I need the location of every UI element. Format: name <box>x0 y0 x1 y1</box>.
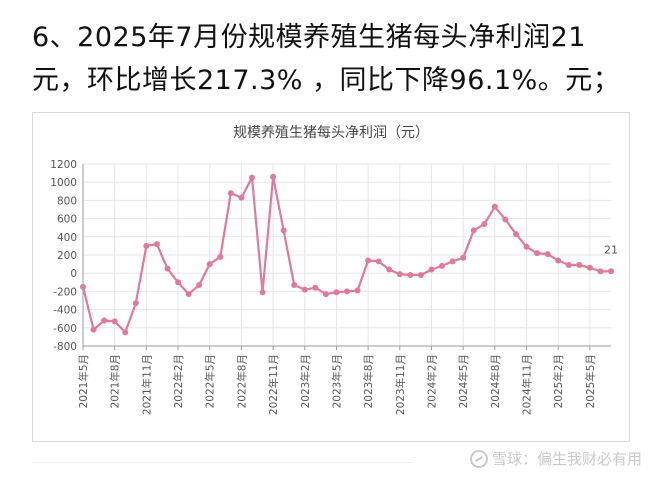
y-tick-label: -400 <box>53 305 77 317</box>
x-tick-label: 2024年2月 <box>425 354 438 408</box>
y-tick-label: -800 <box>53 341 77 353</box>
data-point <box>470 227 477 234</box>
y-tick-label: 600 <box>57 214 77 226</box>
watermark-text: 雪球：偏生我财必有用 <box>491 450 642 468</box>
data-point <box>322 291 329 298</box>
data-point <box>238 194 245 201</box>
data-point <box>175 279 182 286</box>
data-point <box>597 268 604 275</box>
data-point <box>164 265 171 272</box>
data-point <box>365 257 372 264</box>
data-point <box>111 318 118 325</box>
data-point <box>502 216 509 223</box>
data-point <box>344 288 350 295</box>
data-point <box>217 253 224 260</box>
chart-title: 规模养殖生猪每头净利润（元） <box>233 124 429 141</box>
data-point <box>259 289 266 296</box>
x-tick-label: 2021年8月 <box>109 354 122 408</box>
data-point <box>512 231 519 238</box>
data-point <box>132 300 139 307</box>
y-tick-label: 1000 <box>50 177 77 189</box>
data-point <box>206 261 213 268</box>
y-tick-label: 400 <box>57 232 77 244</box>
profit-line-chart: 规模养殖生猪每头净利润（元） 1200 1000 800 600 400 200 0 -200… <box>50 124 618 415</box>
data-point <box>386 266 393 273</box>
data-point <box>608 268 614 275</box>
data-point <box>301 286 308 293</box>
data-point <box>428 266 435 273</box>
data-point <box>354 287 361 294</box>
divider <box>32 462 412 463</box>
x-tick-label: 2022年2月 <box>172 354 185 408</box>
x-tick-label: 2021年11月 <box>140 354 153 415</box>
x-tick-label: 2023年11月 <box>394 354 407 415</box>
data-point <box>291 282 298 289</box>
data-point <box>565 262 572 269</box>
y-tick-label: -200 <box>53 286 77 298</box>
x-tick-label: 2025年2月 <box>552 354 565 408</box>
x-tick-label: 2023年2月 <box>299 354 312 408</box>
x-tick-label: 2023年5月 <box>330 354 343 408</box>
data-point <box>122 329 129 336</box>
x-tick-label: 2022年5月 <box>204 354 217 408</box>
y-tick-label: 800 <box>57 195 77 207</box>
data-point <box>101 317 108 324</box>
y-tick-label: 200 <box>57 250 77 262</box>
data-point <box>449 258 456 265</box>
data-point <box>576 262 583 269</box>
headline-line-2: 元，环比增长217.3% ，同比下降96.1%。元； <box>32 65 621 96</box>
data-point <box>375 258 382 265</box>
data-point <box>227 190 234 197</box>
data-point <box>280 227 287 234</box>
data-point <box>481 221 488 228</box>
x-tick-label: 2022年8月 <box>235 354 248 408</box>
data-point <box>90 326 97 333</box>
data-point <box>417 272 424 279</box>
y-tick-label: 0 <box>70 268 77 280</box>
data-point <box>523 243 530 250</box>
data-point <box>544 251 551 258</box>
data-point <box>407 272 414 279</box>
label-layer: 21 <box>604 243 618 256</box>
data-point <box>153 241 160 248</box>
x-tick-label: 2023年8月 <box>362 354 375 408</box>
data-point <box>460 254 467 261</box>
axis-layer: 120010008006004002000-200-400-600-800202… <box>50 159 611 415</box>
data-point <box>185 291 192 298</box>
data-point <box>196 282 203 289</box>
data-point <box>555 257 562 264</box>
x-tick-label: 2024年5月 <box>457 354 470 408</box>
data-point <box>534 250 541 257</box>
x-tick-label: 2021年5月 <box>77 354 90 408</box>
data-point <box>312 284 319 291</box>
y-tick-label: -600 <box>53 323 77 335</box>
watermark: 雪球：偏生我财必有用 <box>469 448 642 469</box>
data-point <box>248 174 255 181</box>
data-point <box>143 242 150 249</box>
headline-line-1: 6、2025年7月份规模养殖生猪每头净利润21 <box>32 22 586 53</box>
data-point <box>270 173 277 180</box>
x-tick-label: 2024年11月 <box>521 354 534 415</box>
x-tick-label: 2024年8月 <box>489 354 502 408</box>
data-point <box>586 264 593 271</box>
data-point <box>80 283 86 290</box>
x-tick-label: 2022年11月 <box>267 354 280 415</box>
chart-frame: 规模养殖生猪每头净利润（元） 1200 1000 800 600 400 200 0 -200… <box>32 112 630 442</box>
snowball-logo-icon <box>469 450 488 468</box>
data-point <box>439 262 446 269</box>
series-layer <box>80 173 614 336</box>
end-value-label: 21 <box>604 243 618 256</box>
headline: 6、2025年7月份规模养殖生猪每头净利润21 元，环比增长217.3% ，同比… <box>32 16 642 102</box>
data-point <box>396 271 403 278</box>
x-tick-label: 2025年5月 <box>584 354 597 408</box>
data-point <box>491 203 498 210</box>
data-point <box>333 289 340 296</box>
y-tick-label: 1200 <box>50 159 77 171</box>
